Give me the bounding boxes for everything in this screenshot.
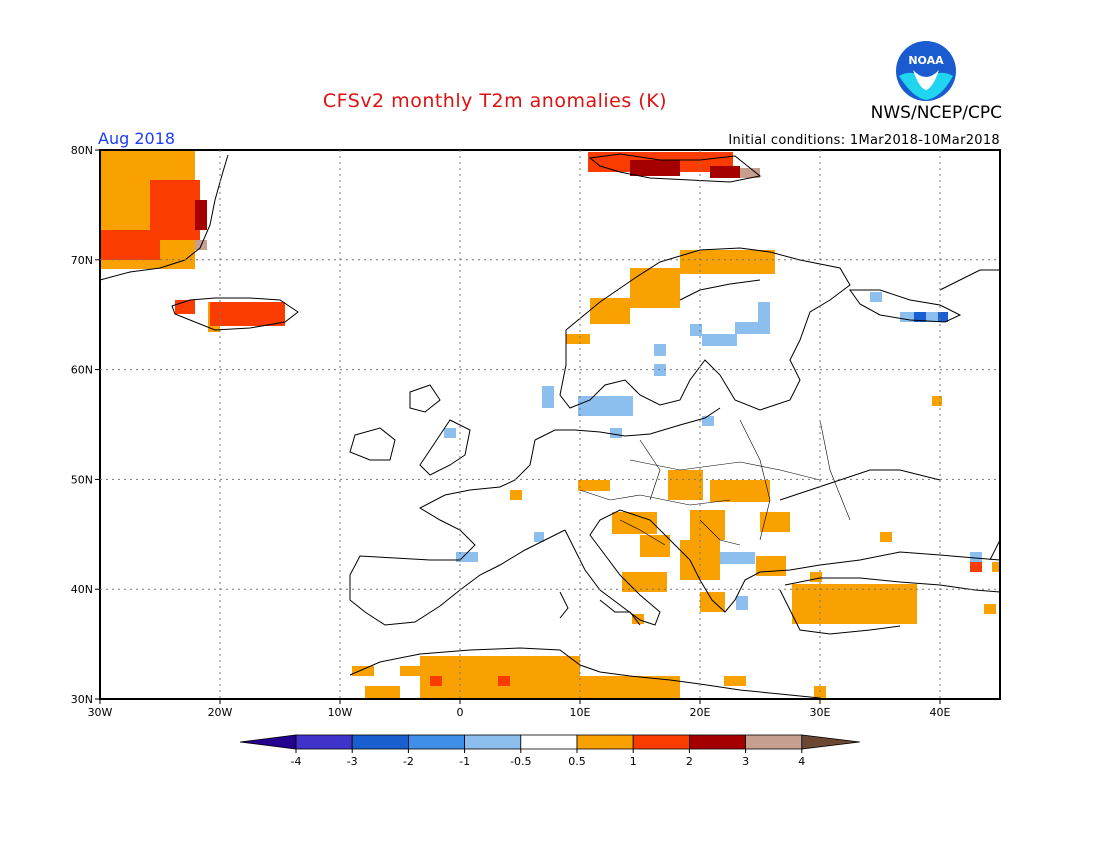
lon-label: 10E [570, 706, 591, 719]
initial-conditions: Initial conditions: 1Mar2018-10Mar2018 [728, 133, 1000, 148]
legend-swatch [520, 734, 578, 750]
legend-swatch [351, 734, 409, 750]
legend-swatch [239, 734, 297, 750]
lon-label: 10W [328, 706, 353, 719]
lat-label: 30N [71, 693, 93, 706]
forecast-month: Aug 2018 [98, 129, 176, 148]
lat-label: 80N [71, 144, 93, 157]
legend-swatch [464, 734, 522, 750]
lon-label: 30E [810, 706, 831, 719]
lat-label: 50N [71, 473, 93, 486]
anomaly-cells-strong [100, 152, 982, 686]
legend-label: 3 [742, 755, 749, 768]
legend-swatch [576, 734, 634, 750]
lat-label: 60N [71, 364, 93, 377]
legend-swatch [295, 734, 353, 750]
legend-label: -0.5 [510, 755, 531, 768]
legend-label: 4 [798, 755, 805, 768]
lon-label: 30W [88, 706, 113, 719]
legend-label: -2 [403, 755, 414, 768]
legend-swatch [745, 734, 803, 750]
legend-swatch [407, 734, 465, 750]
legend-label: 2 [686, 755, 693, 768]
agency-label: NWS/NCEP/CPC [870, 103, 1002, 123]
longitude-labels: 30W 20W 10W 0 10E 20E 30E 40E [88, 706, 951, 719]
legend-label: -3 [347, 755, 358, 768]
legend-label: -1 [459, 755, 470, 768]
borders [579, 419, 851, 546]
noaa-logo: NOAA [895, 40, 957, 102]
lat-label: 70N [71, 254, 93, 267]
axis-ticks [95, 149, 941, 704]
legend-label: -4 [291, 755, 302, 768]
lon-label: 20E [690, 706, 711, 719]
latitude-labels: 30N 40N 50N 60N 70N 80N [71, 144, 93, 706]
lon-label: 0 [457, 706, 464, 719]
lon-label: 40E [930, 706, 951, 719]
legend-swatch [632, 734, 690, 750]
color-legend [239, 734, 860, 750]
legend-swatch [689, 734, 747, 750]
anomaly-cells-positive [100, 151, 1000, 698]
legend-label: 0.5 [568, 755, 586, 768]
legend-labels: -4 -3 -2 -1 -0.5 0.5 1 2 3 4 [291, 749, 805, 768]
legend-label: 1 [630, 755, 637, 768]
map-frame [99, 149, 1001, 700]
anomaly-cells-negative-strong [914, 312, 948, 322]
graticule [100, 150, 1000, 699]
lon-label: 20W [208, 706, 233, 719]
map-title: CFSv2 monthly T2m anomalies (K) [322, 90, 668, 112]
legend-swatch [801, 734, 860, 750]
logo-lettering: NOAA [908, 54, 944, 67]
lat-label: 40N [71, 583, 93, 596]
